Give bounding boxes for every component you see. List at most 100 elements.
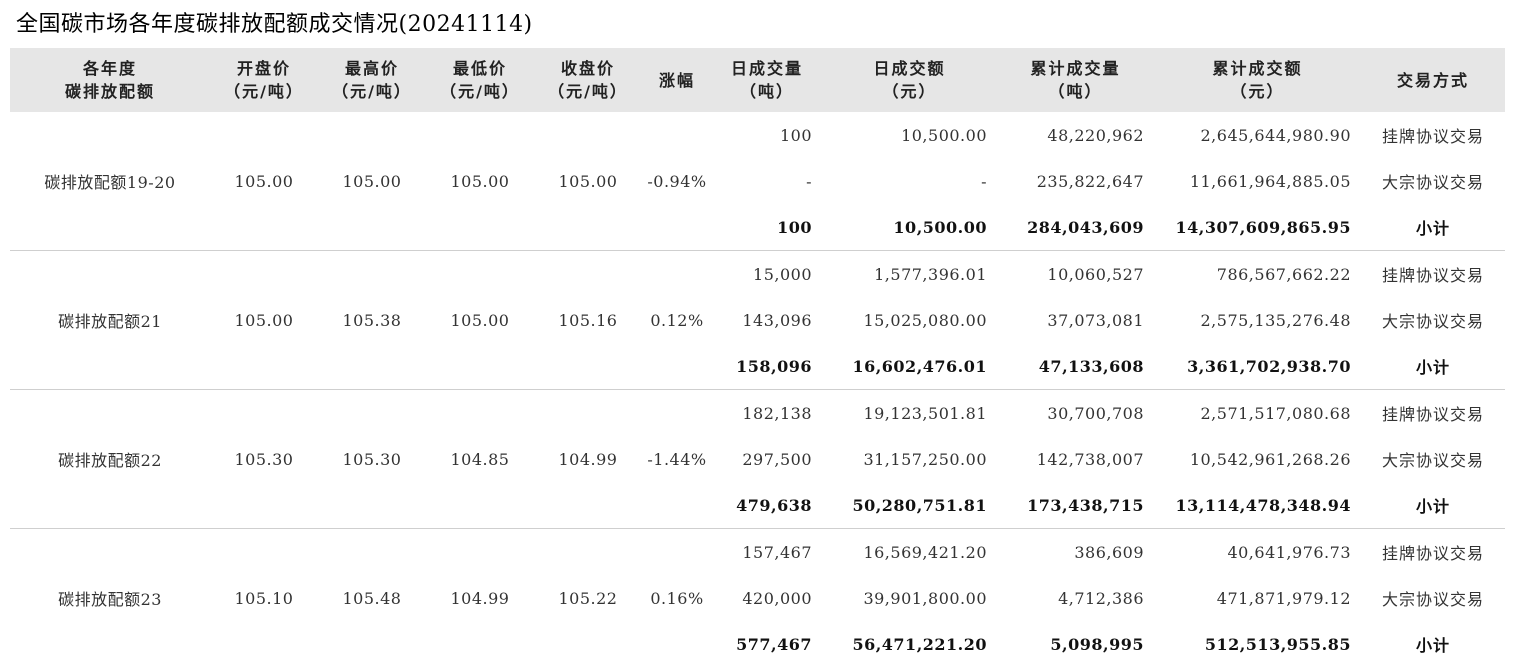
low-price: 104.99 [426,529,534,667]
close-price: 105.16 [534,251,642,390]
header-cum-amount: 累计成交额（元） [1154,48,1361,112]
trade-method: 大宗协议交易 [1361,575,1505,621]
trade-method: 大宗协议交易 [1361,297,1505,343]
daily-amount: 10,500.00 [822,204,997,251]
header-label-line: 累计成交额 [1158,57,1357,80]
trade-method: 挂牌协议交易 [1361,390,1505,437]
trade-method: 大宗协议交易 [1361,436,1505,482]
price-change: 0.12% [642,251,712,390]
daily-volume: 182,138 [712,390,822,437]
page-title: 全国碳市场各年度碳排放配额成交情况(20241114) [16,6,533,38]
high-price: 105.30 [318,390,426,529]
daily-volume: 157,467 [712,529,822,576]
daily-volume: 420,000 [712,575,822,621]
cumulative-volume: 235,822,647 [997,158,1154,204]
trade-method: 小计 [1361,621,1505,667]
carbon-trade-table: 各年度碳排放配额开盘价（元/吨）最高价（元/吨）最低价（元/吨）收盘价（元/吨）… [10,48,1505,667]
cumulative-volume: 48,220,962 [997,112,1154,158]
cumulative-volume: 30,700,708 [997,390,1154,437]
cumulative-amount: 13,114,478,348.94 [1154,482,1361,529]
daily-amount: 50,280,751.81 [822,482,997,529]
daily-volume: - [712,158,822,204]
cumulative-amount: 471,871,979.12 [1154,575,1361,621]
cumulative-amount: 10,542,961,268.26 [1154,436,1361,482]
low-price: 105.00 [426,112,534,251]
header-label-line: 碳排放配额 [14,80,206,103]
cumulative-amount: 2,575,135,276.48 [1154,297,1361,343]
header-label-line: 最高价 [322,57,422,80]
daily-amount: 39,901,800.00 [822,575,997,621]
header-low-price: 最低价（元/吨） [426,48,534,112]
header-label-line: （元） [826,80,993,103]
daily-volume: 297,500 [712,436,822,482]
daily-volume: 100 [712,112,822,158]
header-label-line: 累计成交量 [1001,57,1150,80]
cumulative-volume: 5,098,995 [997,621,1154,667]
header-open-price: 开盘价（元/吨） [210,48,318,112]
trade-method: 挂牌协议交易 [1361,251,1505,298]
daily-amount: 16,569,421.20 [822,529,997,576]
cumulative-amount: 786,567,662.22 [1154,251,1361,298]
low-price: 105.00 [426,251,534,390]
price-change: -0.94% [642,112,712,251]
daily-volume: 143,096 [712,297,822,343]
header-label-line: 涨幅 [646,69,708,92]
allowance-name: 碳排放配额23 [10,529,210,667]
daily-amount: 10,500.00 [822,112,997,158]
header-row: 各年度碳排放配额开盘价（元/吨）最高价（元/吨）最低价（元/吨）收盘价（元/吨）… [10,48,1505,112]
header-label-line: 日成交额 [826,57,993,80]
cumulative-amount: 14,307,609,865.95 [1154,204,1361,251]
header-label-line: 开盘价 [214,57,314,80]
price-change: 0.16% [642,529,712,667]
cumulative-amount: 40,641,976.73 [1154,529,1361,576]
trade-method: 小计 [1361,204,1505,251]
high-price: 105.00 [318,112,426,251]
header-label-line: （吨） [716,80,818,103]
high-price: 105.38 [318,251,426,390]
open-price: 105.00 [210,251,318,390]
header-label-line: （元） [1158,80,1357,103]
cumulative-volume: 142,738,007 [997,436,1154,482]
daily-amount: - [822,158,997,204]
cumulative-volume: 173,438,715 [997,482,1154,529]
daily-amount: 15,025,080.00 [822,297,997,343]
price-change: -1.44% [642,390,712,529]
daily-volume: 577,467 [712,621,822,667]
open-price: 105.30 [210,390,318,529]
open-price: 105.00 [210,112,318,251]
header-label-line: 收盘价 [538,57,638,80]
daily-amount: 31,157,250.00 [822,436,997,482]
header-daily-volume: 日成交量（吨） [712,48,822,112]
trade-method: 大宗协议交易 [1361,158,1505,204]
header-label-line: （吨） [1001,80,1150,103]
header-label-line: （元/吨） [538,80,638,103]
trade-method: 小计 [1361,482,1505,529]
header-high-price: 最高价（元/吨） [318,48,426,112]
daily-volume: 100 [712,204,822,251]
cumulative-volume: 284,043,609 [997,204,1154,251]
trade-method: 挂牌协议交易 [1361,529,1505,576]
cumulative-volume: 37,073,081 [997,297,1154,343]
daily-amount: 19,123,501.81 [822,390,997,437]
header-change: 涨幅 [642,48,712,112]
header-label-line: 日成交量 [716,57,818,80]
header-label-line: 各年度 [14,57,206,80]
close-price: 104.99 [534,390,642,529]
cumulative-amount: 3,361,702,938.70 [1154,343,1361,390]
daily-volume: 158,096 [712,343,822,390]
allowance-name: 碳排放配额21 [10,251,210,390]
cumulative-amount: 512,513,955.85 [1154,621,1361,667]
close-price: 105.00 [534,112,642,251]
daily-amount: 16,602,476.01 [822,343,997,390]
trade-method: 挂牌协议交易 [1361,112,1505,158]
daily-amount: 56,471,221.20 [822,621,997,667]
cumulative-volume: 47,133,608 [997,343,1154,390]
cumulative-volume: 10,060,527 [997,251,1154,298]
header-trade-method: 交易方式 [1361,48,1505,112]
low-price: 104.85 [426,390,534,529]
